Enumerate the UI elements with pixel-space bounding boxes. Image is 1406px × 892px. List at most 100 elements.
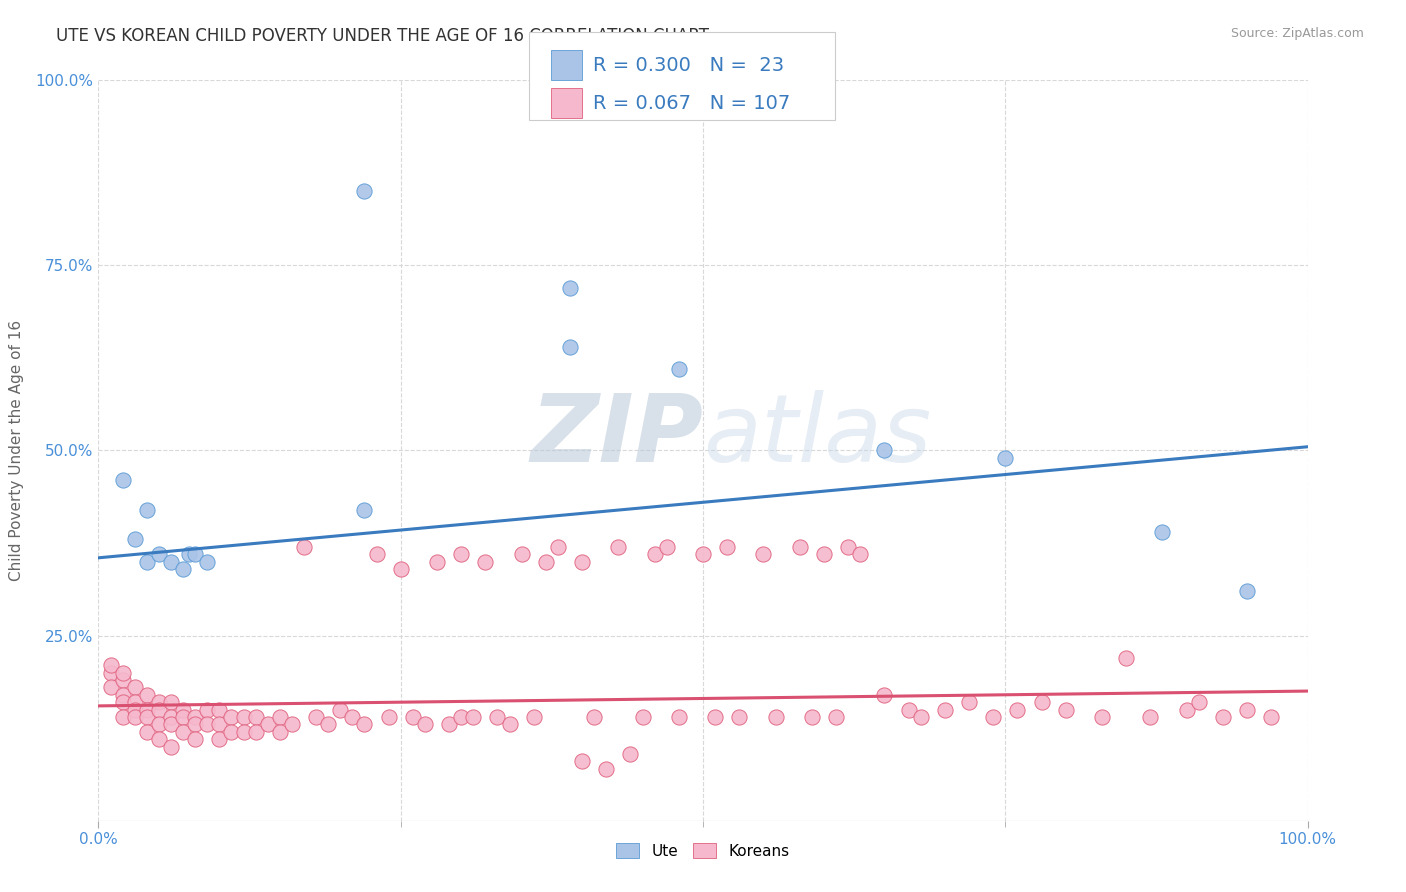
Point	[1007, 703, 1029, 717]
Point	[208, 717, 231, 731]
Point	[377, 710, 399, 724]
Point	[148, 703, 170, 717]
Point	[728, 710, 751, 724]
Point	[704, 710, 727, 724]
Point	[135, 688, 157, 702]
Point	[1236, 703, 1258, 717]
Point	[232, 710, 254, 724]
Point	[135, 724, 157, 739]
Point	[450, 710, 472, 724]
Text: UTE VS KOREAN CHILD POVERTY UNDER THE AGE OF 16 CORRELATION CHART: UTE VS KOREAN CHILD POVERTY UNDER THE AG…	[56, 27, 709, 45]
Point	[1175, 703, 1198, 717]
Point	[245, 724, 267, 739]
Point	[135, 710, 157, 724]
Point	[195, 717, 218, 731]
Point	[329, 703, 352, 717]
Point	[316, 717, 339, 731]
Point	[1031, 695, 1053, 709]
Point	[172, 703, 194, 717]
Point	[534, 555, 557, 569]
Point	[558, 280, 581, 294]
Point	[160, 695, 183, 709]
Point	[825, 710, 848, 724]
Point	[111, 710, 134, 724]
Point	[523, 710, 546, 724]
Point	[124, 681, 146, 695]
Point	[353, 502, 375, 516]
Point	[668, 710, 690, 724]
Point	[184, 710, 207, 724]
Point	[994, 450, 1017, 465]
Point	[353, 184, 375, 198]
Point	[160, 739, 183, 754]
Point	[873, 443, 896, 458]
Point	[245, 710, 267, 724]
Point	[111, 695, 134, 709]
Point	[135, 555, 157, 569]
Text: atlas: atlas	[703, 390, 931, 481]
Point	[111, 665, 134, 680]
Point	[124, 710, 146, 724]
Text: R = 0.300   N =  23: R = 0.300 N = 23	[593, 56, 785, 75]
Point	[195, 555, 218, 569]
Point	[510, 547, 533, 561]
Point	[160, 710, 183, 724]
Y-axis label: Child Poverty Under the Age of 16: Child Poverty Under the Age of 16	[10, 320, 24, 581]
Text: Source: ZipAtlas.com: Source: ZipAtlas.com	[1230, 27, 1364, 40]
Point	[148, 695, 170, 709]
Point	[292, 540, 315, 554]
Point	[232, 724, 254, 739]
Point	[256, 717, 278, 731]
Point	[353, 717, 375, 731]
Point	[160, 555, 183, 569]
Point	[366, 547, 388, 561]
Point	[148, 547, 170, 561]
Point	[813, 547, 835, 561]
Point	[100, 681, 122, 695]
Point	[1152, 524, 1174, 539]
Point	[100, 665, 122, 680]
Point	[981, 710, 1004, 724]
Point	[124, 703, 146, 717]
Point	[463, 710, 485, 724]
Point	[184, 717, 207, 731]
Point	[800, 710, 823, 724]
Point	[389, 562, 412, 576]
Text: R = 0.067   N = 107: R = 0.067 N = 107	[593, 95, 790, 113]
Point	[100, 658, 122, 673]
Point	[1139, 710, 1161, 724]
Point	[111, 473, 134, 487]
Point	[184, 547, 207, 561]
Point	[631, 710, 654, 724]
Point	[716, 540, 738, 554]
Point	[910, 710, 932, 724]
Point	[111, 673, 134, 687]
Point	[474, 555, 496, 569]
Point	[305, 710, 328, 724]
Point	[752, 547, 775, 561]
Point	[644, 547, 666, 561]
Point	[184, 732, 207, 747]
Point	[934, 703, 956, 717]
Point	[897, 703, 920, 717]
Point	[789, 540, 811, 554]
Point	[1212, 710, 1234, 724]
Point	[281, 717, 304, 731]
Point	[849, 547, 872, 561]
Point	[124, 695, 146, 709]
Legend: Ute, Koreans: Ute, Koreans	[610, 837, 796, 865]
Point	[221, 710, 243, 724]
Point	[208, 703, 231, 717]
Point	[269, 710, 291, 724]
Point	[135, 703, 157, 717]
Point	[342, 710, 364, 724]
Point	[765, 710, 787, 724]
Point	[269, 724, 291, 739]
Point	[172, 724, 194, 739]
Point	[547, 540, 569, 554]
Point	[413, 717, 436, 731]
Point	[571, 555, 593, 569]
Point	[160, 717, 183, 731]
Point	[558, 340, 581, 354]
Point	[1091, 710, 1114, 724]
